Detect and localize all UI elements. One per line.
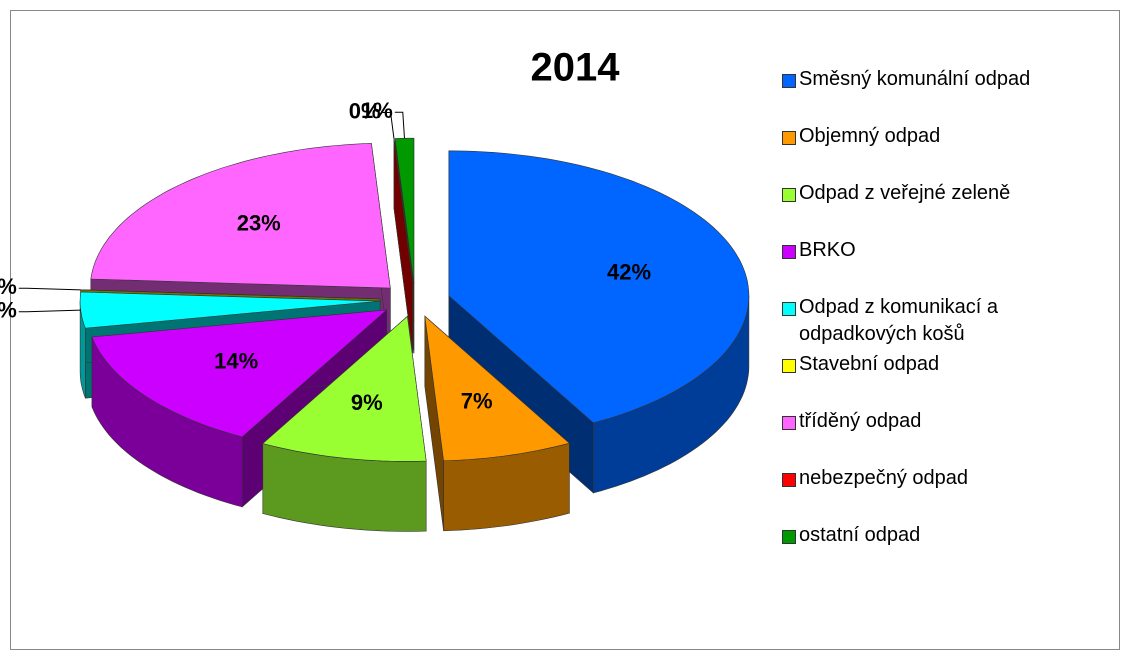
legend-label: Odpad z komunikací a odpadkových košů [799, 296, 998, 345]
legend: Směsný komunální odpad Objemný odpad Odpad… [782, 66, 1112, 579]
slice-top [79, 291, 381, 329]
slice-top [262, 315, 427, 462]
legend-swatch [782, 74, 796, 88]
legend-swatch [782, 473, 796, 487]
legend-swatch [782, 188, 796, 202]
legend-label: Směsný komunální odpad [799, 68, 1031, 90]
legend-label: tříděný odpad [799, 410, 922, 432]
data-label: 14% [214, 349, 258, 374]
legend-item: Směsný komunální odpad [782, 66, 1112, 123]
slice [262, 315, 427, 532]
legend-item: nebezpečný odpad [782, 465, 1112, 522]
slice [393, 138, 414, 354]
leader-line [382, 111, 395, 139]
data-label: 23% [237, 210, 281, 235]
leader-line [394, 111, 405, 139]
legend-swatch [782, 245, 796, 259]
data-label: 4% [0, 298, 17, 323]
leader-line [18, 309, 81, 313]
chart-frame [10, 10, 1120, 650]
leader-line [18, 287, 81, 291]
slice-top [424, 315, 570, 462]
legend-label: ostatní odpad [799, 524, 921, 546]
data-label: 1% [361, 98, 393, 123]
legend-item: Odpad z komunikací a odpadkových košů [782, 294, 1112, 351]
legend-swatch [782, 530, 796, 544]
data-label: 9% [351, 390, 383, 415]
chart-title: 2014 [531, 46, 621, 90]
legend-item: BRKO [782, 237, 1112, 294]
slice [424, 315, 570, 532]
legend-swatch [782, 131, 796, 145]
slice-top [80, 289, 381, 300]
data-label: 0% [0, 274, 17, 299]
legend-swatch [782, 302, 796, 316]
legend-item: Odpad z veřejné zeleně [782, 180, 1112, 237]
slice-top [448, 150, 750, 424]
slice-top [91, 309, 388, 438]
data-label: 0% [349, 98, 381, 123]
slice-top [90, 143, 391, 289]
legend-item: ostatní odpad [782, 522, 1112, 579]
legend-label: nebezpečný odpad [799, 467, 969, 489]
legend-label: Odpad z veřejné zeleně [799, 182, 1011, 204]
legend-label: Objemný odpad [799, 125, 941, 147]
legend-label: Stavební odpad [799, 353, 940, 375]
data-label: 42% [607, 259, 651, 284]
legend-item: Stavební odpad [782, 351, 1112, 408]
legend-label: BRKO [799, 239, 856, 261]
legend-swatch [782, 416, 796, 430]
legend-item: tříděný odpad [782, 408, 1112, 465]
legend-item: Objemný odpad [782, 123, 1112, 180]
legend-swatch [782, 359, 796, 373]
data-label: 7% [461, 388, 493, 413]
